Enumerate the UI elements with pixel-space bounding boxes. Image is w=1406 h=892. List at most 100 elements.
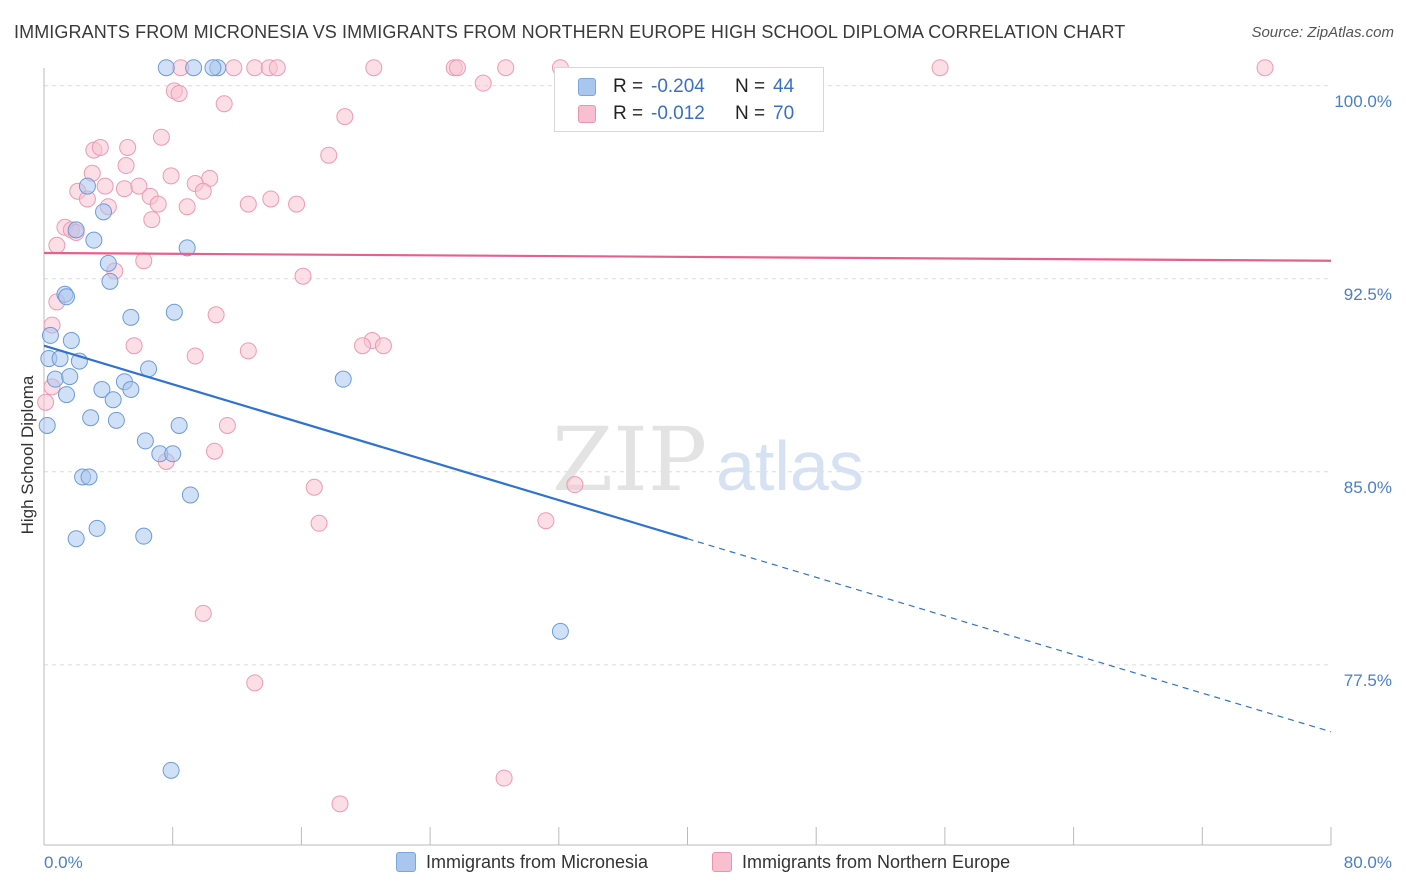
northern-europe-point	[262, 190, 280, 208]
trend-lines	[43, 251, 1332, 733]
micronesia-point	[122, 380, 140, 398]
micronesia-point	[101, 272, 119, 290]
micronesia-point	[78, 177, 96, 195]
micronesia-point	[164, 445, 182, 463]
northern-europe-point	[119, 139, 137, 157]
northern-europe-point	[170, 84, 188, 102]
northern-europe-point	[91, 139, 109, 157]
micronesia-point	[107, 411, 125, 429]
micronesia-point	[67, 221, 85, 239]
trend-line-northern-europe	[43, 251, 1332, 262]
northern-europe-point	[294, 267, 312, 285]
legend-swatch-northern-europe	[712, 852, 732, 872]
northern-europe-point	[246, 59, 264, 77]
northern-europe-point	[1256, 59, 1274, 77]
chart-title: IMMIGRANTS FROM MICRONESIA VS IMMIGRANTS…	[14, 22, 1126, 42]
northern-europe-point	[130, 177, 148, 195]
legend-r-label: R =	[613, 76, 644, 97]
y-tick-label: 92.5%	[1343, 284, 1392, 304]
northern-europe-point	[566, 476, 584, 494]
trend-line-micronesia-extrapolated	[687, 538, 1332, 733]
northern-europe-point	[143, 211, 161, 229]
northern-europe-point	[374, 337, 392, 355]
micronesia-point	[93, 380, 111, 398]
northern-europe-point	[305, 478, 323, 496]
legend-row-micronesia: R = -0.204 N = 44	[555, 73, 823, 101]
northern-europe-point	[331, 795, 349, 813]
northern-europe-point	[186, 347, 204, 365]
micronesia-point	[62, 332, 80, 350]
micronesia-point	[157, 59, 175, 77]
x-tick-label: 0.0%	[44, 853, 83, 872]
correlation-legend: R = -0.204 N = 44 R = -0.012 N = 70	[554, 67, 824, 132]
micronesia-point	[67, 530, 85, 548]
northern-europe-point	[495, 769, 513, 787]
micronesia-point	[41, 326, 59, 344]
northern-europe-point	[354, 337, 372, 355]
northern-europe-point	[537, 512, 555, 530]
micronesia-point	[170, 416, 188, 434]
northern-europe-point	[48, 236, 66, 254]
micronesia-point	[122, 308, 140, 326]
northern-europe-point	[218, 416, 236, 434]
northern-europe-point	[310, 514, 328, 532]
northern-europe-point	[194, 604, 212, 622]
micronesia-point	[82, 409, 100, 427]
northern-europe-point	[336, 108, 354, 126]
legend-label-northern-europe: Immigrants from Northern Europe	[742, 852, 1011, 872]
legend-r-value: -0.012	[651, 103, 705, 124]
micronesia-point	[38, 416, 56, 434]
northern-europe-point	[365, 59, 383, 77]
axes	[43, 68, 1332, 846]
legend-n-label: N =	[735, 76, 766, 97]
micronesia-point	[178, 239, 196, 257]
northern-europe-point	[162, 167, 180, 185]
northern-europe-point	[288, 195, 306, 213]
northern-europe-point	[117, 157, 135, 175]
northern-europe-point	[497, 59, 515, 77]
gridlines	[44, 85, 1331, 666]
micronesia-point	[136, 432, 154, 450]
micronesia-point	[104, 391, 122, 409]
micronesia-point	[58, 386, 76, 404]
legend-swatch-micronesia	[578, 78, 596, 96]
legend-r-value: -0.204	[651, 76, 705, 97]
legend-label-micronesia: Immigrants from Micronesia	[426, 852, 649, 872]
micronesia-point	[162, 761, 180, 779]
micronesia-point	[99, 254, 117, 272]
northern-europe-point	[206, 442, 224, 460]
source-label: Source: ZipAtlas.com	[1251, 24, 1394, 41]
micronesia-point	[551, 622, 569, 640]
legend-n-value: 70	[773, 103, 795, 124]
y-tick-label: 85.0%	[1343, 477, 1392, 497]
micronesia-point	[46, 370, 64, 388]
legend-row-northern-europe: R = -0.012 N = 70	[555, 100, 823, 128]
legend-n-label: N =	[735, 103, 766, 124]
northern-europe-point	[152, 128, 170, 146]
northern-europe-point	[37, 393, 55, 411]
northern-europe-point	[246, 674, 264, 692]
micronesia-point	[204, 59, 222, 77]
micronesia-point	[165, 303, 183, 321]
northern-europe-point	[448, 59, 466, 77]
micronesia-point	[88, 519, 106, 537]
northern-europe-point	[268, 59, 286, 77]
y-tick-label: 100.0%	[1334, 91, 1392, 111]
watermark: ZIP atlas	[552, 408, 864, 511]
northern-europe-point	[225, 59, 243, 77]
northern-europe-point	[239, 195, 257, 213]
northern-europe-point	[215, 95, 233, 113]
micronesia-point	[58, 288, 76, 306]
micronesia-point	[334, 370, 352, 388]
micronesia-point	[95, 203, 113, 221]
legend-r-label: R =	[613, 103, 644, 124]
micronesia-point	[80, 468, 98, 486]
legend-n-value: 44	[773, 76, 795, 97]
northern-europe-point	[931, 59, 949, 77]
northern-europe-point	[320, 146, 338, 164]
bottom-legend-micronesia: Immigrants from Micronesia	[396, 852, 648, 873]
x-tick-label: 80.0%	[1343, 853, 1392, 872]
micronesia-point	[185, 59, 203, 77]
micronesia-point	[181, 486, 199, 504]
